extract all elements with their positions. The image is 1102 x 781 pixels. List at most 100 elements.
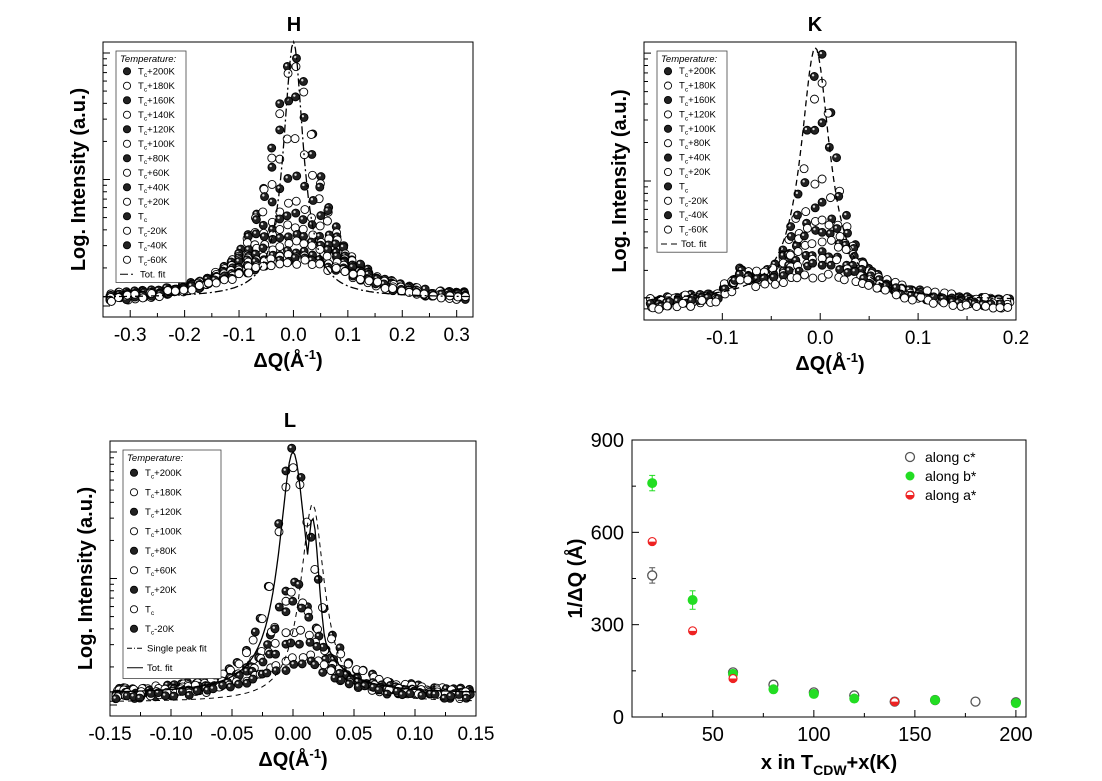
legend-label: Tc+40K xyxy=(679,153,711,166)
data-point xyxy=(234,269,244,279)
legend-label: Tc+100K xyxy=(145,526,183,539)
data-point-highlight xyxy=(828,262,832,266)
x-tick-label: -0.05 xyxy=(210,724,253,745)
data-point-highlight xyxy=(786,268,790,271)
data-point-highlight xyxy=(819,262,823,266)
legend-marker xyxy=(663,225,673,234)
data-point-highlight xyxy=(264,670,267,673)
data-point xyxy=(891,290,901,300)
data-point-highlight xyxy=(463,695,467,699)
data-point-highlight xyxy=(277,216,280,219)
legend-label: Tc+20K xyxy=(145,585,177,598)
data-point xyxy=(308,170,317,180)
data-point-highlight xyxy=(811,74,815,77)
legend-label: Tc+80K xyxy=(145,546,177,559)
data-point xyxy=(297,603,307,613)
legend-marker xyxy=(122,212,132,221)
data-point xyxy=(267,180,277,189)
legend-marker xyxy=(904,451,916,463)
data-point-highlight xyxy=(124,693,127,696)
data-point xyxy=(248,635,258,645)
legend-marker xyxy=(663,139,673,148)
data-point xyxy=(850,266,860,276)
data-point-highlight xyxy=(137,695,140,699)
data-point-highlight xyxy=(845,269,848,273)
data-point-highlight xyxy=(316,257,320,260)
data-point xyxy=(343,659,353,669)
data-point-highlight xyxy=(813,227,816,231)
data-point xyxy=(808,688,819,699)
x-tick-label: 50 xyxy=(702,724,724,746)
data-point xyxy=(316,211,326,221)
data-point xyxy=(835,231,845,241)
data-point xyxy=(300,205,310,214)
data-point xyxy=(287,443,297,453)
data-point xyxy=(242,648,251,658)
data-point xyxy=(793,247,803,257)
x-tick-label: -0.15 xyxy=(88,724,131,745)
data-point-highlight xyxy=(705,295,708,298)
legend-marker xyxy=(122,110,132,119)
data-point-highlight xyxy=(254,211,257,215)
data-point xyxy=(916,292,926,302)
data-point-highlight xyxy=(318,213,321,216)
data-point-highlight xyxy=(254,217,257,220)
data-point xyxy=(306,532,316,542)
legend: along c* along b* along a* xyxy=(904,449,977,503)
data-point xyxy=(294,579,304,589)
data-point xyxy=(211,278,221,288)
data-point xyxy=(799,231,809,241)
legend-marker xyxy=(129,488,139,497)
data-point-highlight xyxy=(323,656,326,660)
data-point-highlight xyxy=(333,224,337,227)
data-point xyxy=(258,207,268,217)
legend-label: Tc+40K xyxy=(138,182,170,195)
data-point xyxy=(275,109,285,119)
legend: Temperature: Tc+200K Tc+180K Tc+120K Tc+100K… xyxy=(122,449,222,679)
x-axis-label: ΔQ(Å-1) xyxy=(795,350,864,375)
x-tick-label: 0.15 xyxy=(458,724,495,745)
data-point-highlight xyxy=(293,210,296,214)
data-point xyxy=(697,296,707,305)
data-point-highlight xyxy=(810,260,813,264)
legend-title: Temperature: xyxy=(127,453,184,464)
data-point-highlight xyxy=(312,662,315,665)
data-point xyxy=(307,149,317,159)
data-point-highlight xyxy=(283,641,286,645)
data-point-highlight xyxy=(301,79,304,82)
legend-marker xyxy=(663,67,673,76)
data-point-half xyxy=(890,701,899,706)
data-point-highlight xyxy=(795,212,798,216)
data-point xyxy=(284,198,293,208)
legend-marker xyxy=(122,67,132,76)
data-point-highlight xyxy=(277,101,280,104)
data-point xyxy=(446,691,456,701)
data-point xyxy=(768,684,779,695)
data-point-highlight xyxy=(309,257,312,261)
data-point-highlight xyxy=(325,208,328,211)
legend-label: Tc+100K xyxy=(138,139,176,152)
data-point xyxy=(258,220,268,230)
panel-title: H xyxy=(287,14,301,36)
data-point xyxy=(282,258,292,268)
data-point xyxy=(283,68,293,78)
data-point-highlight xyxy=(292,579,295,583)
data-point xyxy=(294,639,304,649)
data-point xyxy=(275,99,285,109)
legend-label: Tc+180K xyxy=(138,81,176,94)
data-point xyxy=(122,290,132,300)
data-point-highlight xyxy=(844,212,847,216)
data-point-highlight xyxy=(260,659,263,662)
data-point xyxy=(227,275,237,284)
y-tick-label: 600 xyxy=(591,522,624,544)
data-point xyxy=(292,236,301,246)
data-point xyxy=(397,286,407,296)
data-point-highlight xyxy=(754,276,757,279)
data-point xyxy=(234,679,243,689)
x-axis-label: ΔQ(Å-1) xyxy=(253,347,322,372)
data-point xyxy=(810,125,820,135)
data-point-highlight xyxy=(441,695,445,699)
data-point-highlight xyxy=(809,253,813,256)
legend-marker xyxy=(663,167,673,177)
data-point xyxy=(257,614,267,624)
